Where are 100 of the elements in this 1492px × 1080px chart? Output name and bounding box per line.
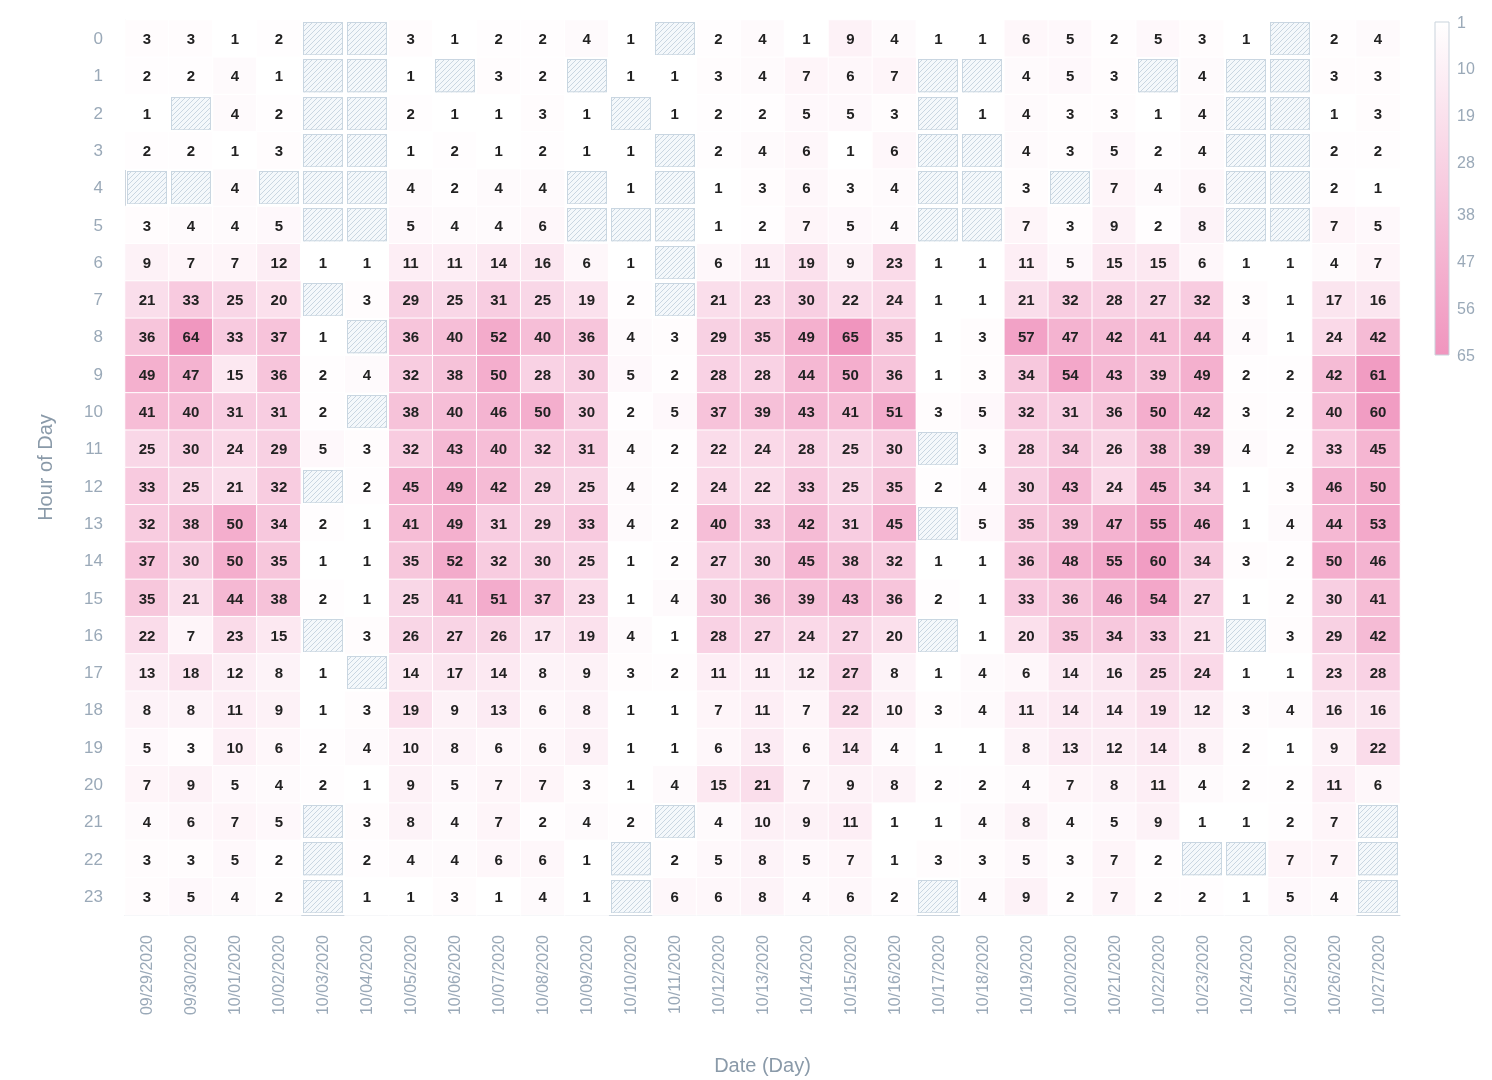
data-label: 44	[1193, 328, 1212, 346]
data-label: 6	[846, 887, 855, 905]
data-label: 41	[402, 514, 420, 532]
data-label: 2	[758, 216, 767, 234]
data-label: 1	[670, 701, 679, 719]
data-label: 1	[626, 589, 635, 607]
data-label: 6	[1022, 30, 1031, 48]
data-label: 5	[626, 365, 635, 383]
data-label: 2	[274, 887, 284, 905]
data-label: 34	[1017, 365, 1036, 383]
data-label: 4	[582, 30, 592, 48]
data-label: 3	[582, 775, 591, 793]
data-label: 1	[978, 626, 987, 644]
data-label: 24	[1193, 664, 1212, 682]
y-tick-label: 9	[93, 364, 103, 384]
data-label: 11	[446, 253, 463, 271]
data-label: 1	[582, 142, 591, 160]
y-tick-label: 8	[93, 327, 103, 347]
data-label: 46	[1369, 552, 1387, 570]
data-label: 3	[1066, 850, 1075, 868]
data-label: 5	[670, 403, 679, 421]
data-label: 25	[226, 291, 244, 309]
data-label: 1	[934, 291, 943, 309]
data-label: 22	[842, 291, 859, 309]
data-label: 52	[446, 552, 464, 570]
data-label: 34	[1061, 440, 1080, 458]
data-label: 1	[582, 104, 591, 122]
x-tick-label: 10/17/2020	[929, 934, 947, 1016]
data-label: 1	[714, 216, 723, 234]
data-label: 1	[978, 552, 987, 570]
data-label: 3	[186, 850, 196, 868]
data-label: 4	[1197, 67, 1207, 85]
data-label: 35	[270, 552, 288, 570]
data-label: 15	[226, 365, 244, 383]
data-label: 15	[1149, 253, 1167, 271]
data-label: 1	[890, 850, 899, 868]
data-label: 7	[1285, 850, 1295, 868]
data-label: 44	[1325, 514, 1344, 532]
data-label: 36	[270, 365, 288, 383]
data-label: 6	[1022, 664, 1031, 682]
data-label: 4	[1285, 701, 1295, 719]
x-tick-label: 10/24/2020	[1237, 934, 1255, 1016]
data-label: 6	[1197, 253, 1207, 271]
x-tick-label: 10/05/2020	[402, 934, 420, 1016]
data-label: 47	[182, 365, 200, 383]
data-label: 57	[1017, 328, 1035, 346]
data-label: 1	[318, 253, 328, 271]
data-label: 35	[1061, 626, 1079, 644]
data-label: 10	[754, 813, 771, 831]
data-label: 41	[1369, 589, 1387, 607]
data-label: 2	[538, 67, 547, 85]
data-label: 8	[1022, 738, 1031, 756]
data-label: 38	[842, 552, 859, 570]
data-label: 1	[934, 253, 943, 271]
data-label: 5	[978, 514, 987, 532]
data-label: 4	[1329, 253, 1339, 271]
data-label: 3	[1241, 552, 1251, 570]
data-label: 1	[362, 552, 371, 570]
data-label: 4	[230, 179, 240, 197]
data-label: 1	[450, 30, 459, 48]
data-label: 8	[758, 850, 767, 868]
data-label: 54	[1061, 365, 1080, 383]
x-tick-label: 10/07/2020	[490, 934, 508, 1016]
data-label: 1	[978, 30, 987, 48]
data-label: 2	[494, 30, 503, 48]
data-label: 32	[1017, 403, 1035, 421]
data-label: 1	[934, 365, 943, 383]
data-label: 17	[446, 664, 464, 682]
data-label: 27	[754, 626, 771, 644]
data-label: 7	[1110, 887, 1119, 905]
data-label: 2	[142, 142, 152, 160]
data-label: 28	[710, 365, 727, 383]
data-label: 4	[274, 775, 284, 793]
data-label: 10	[226, 738, 244, 756]
data-label: 24	[710, 477, 728, 495]
data-label: 48	[1061, 552, 1079, 570]
data-label: 5	[1154, 30, 1163, 48]
data-label: 23	[226, 626, 244, 644]
y-axis-title: Hour of Day	[34, 414, 56, 521]
data-label: 39	[798, 589, 815, 607]
data-label: 3	[362, 626, 371, 644]
data-label: 47	[1105, 514, 1123, 532]
data-label: 21	[710, 291, 727, 309]
x-tick-label: 10/02/2020	[270, 934, 288, 1016]
data-label: 41	[446, 589, 464, 607]
data-label: 2	[538, 142, 547, 160]
data-label: 7	[186, 253, 196, 271]
data-label: 4	[186, 216, 196, 234]
x-tick-label: 10/10/2020	[622, 934, 640, 1016]
data-label: 2	[450, 179, 459, 197]
y-tick-label: 12	[84, 476, 103, 496]
data-label: 36	[138, 328, 156, 346]
data-label: 30	[578, 365, 595, 383]
data-label: 8	[142, 701, 152, 719]
data-label: 9	[142, 253, 152, 271]
data-label: 36	[402, 328, 420, 346]
y-tick-label: 0	[93, 29, 103, 49]
data-label: 8	[186, 701, 196, 719]
data-label: 24	[226, 440, 244, 458]
data-label: 29	[270, 440, 288, 458]
